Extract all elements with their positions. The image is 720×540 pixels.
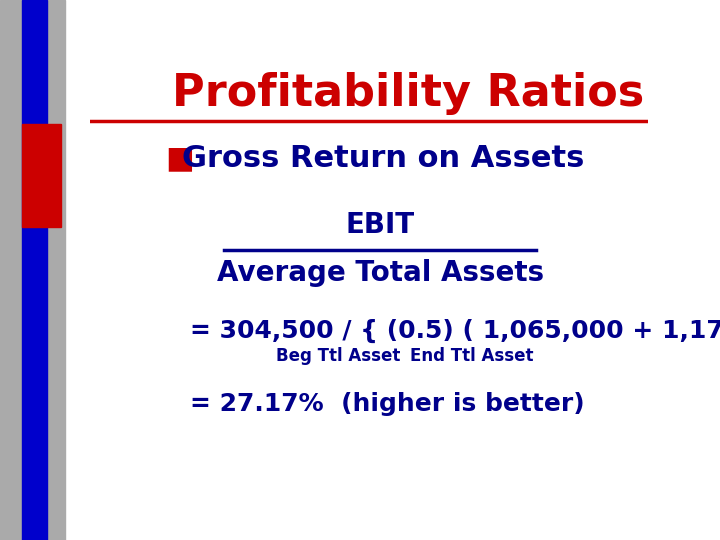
Text: ■: ■ xyxy=(166,144,194,173)
Text: Beg Ttl Asset: Beg Ttl Asset xyxy=(276,347,400,365)
Text: = 304,500 / { (0.5) ( 1,065,000 + 1,176,300 ) }: = 304,500 / { (0.5) ( 1,065,000 + 1,176,… xyxy=(190,319,720,343)
Text: = 27.17%  (higher is better): = 27.17% (higher is better) xyxy=(190,392,585,416)
Text: Profitability Ratios: Profitability Ratios xyxy=(172,72,644,116)
Text: Gross Return on Assets: Gross Return on Assets xyxy=(182,144,585,173)
Text: Average Total Assets: Average Total Assets xyxy=(217,259,544,287)
Text: EBIT: EBIT xyxy=(346,211,415,239)
Text: End Ttl Asset: End Ttl Asset xyxy=(410,347,534,365)
